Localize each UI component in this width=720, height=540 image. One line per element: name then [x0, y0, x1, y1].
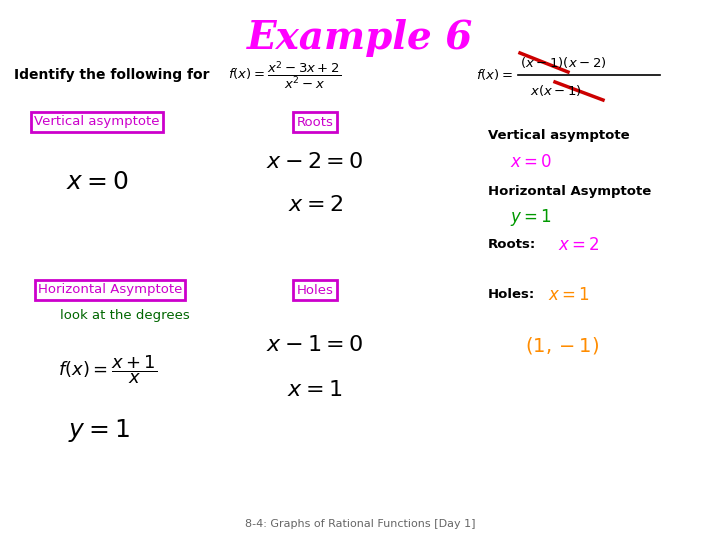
- Text: Horizontal Asymptote: Horizontal Asymptote: [488, 186, 652, 199]
- Text: $x(x-1)$: $x(x-1)$: [530, 83, 582, 98]
- Text: Identify the following for: Identify the following for: [14, 68, 210, 82]
- Text: 8-4: Graphs of Rational Functions [Day 1]: 8-4: Graphs of Rational Functions [Day 1…: [245, 519, 475, 529]
- Text: $y=1$: $y=1$: [510, 207, 552, 228]
- Text: Roots:: Roots:: [488, 239, 536, 252]
- Text: $x-1=0$: $x-1=0$: [266, 335, 364, 355]
- Text: Holes:: Holes:: [488, 288, 535, 301]
- Text: $y=1$: $y=1$: [68, 416, 130, 443]
- Text: Roots: Roots: [297, 116, 333, 129]
- Text: $x=2$: $x=2$: [558, 236, 600, 254]
- Text: Example 6: Example 6: [247, 19, 473, 57]
- Text: $x=0$: $x=0$: [510, 153, 552, 171]
- Text: $x=0$: $x=0$: [66, 170, 128, 194]
- Text: look at the degrees: look at the degrees: [60, 308, 190, 321]
- Text: $x=2$: $x=2$: [287, 195, 343, 215]
- Text: Vertical asymptote: Vertical asymptote: [35, 116, 160, 129]
- Text: $f(x)=$: $f(x)=$: [476, 68, 513, 83]
- Text: $(x-1)(x-2)$: $(x-1)(x-2)$: [520, 55, 606, 70]
- Text: $f(x)=\dfrac{x^2-3x+2}{x^2-x}$: $f(x)=\dfrac{x^2-3x+2}{x^2-x}$: [228, 59, 341, 91]
- Text: $x=1$: $x=1$: [548, 286, 590, 304]
- Text: $x=1$: $x=1$: [287, 380, 343, 400]
- Text: $f(x)=\dfrac{x+1}{x}$: $f(x)=\dfrac{x+1}{x}$: [58, 354, 158, 386]
- Text: $(1,-1)$: $(1,-1)$: [525, 334, 599, 355]
- Text: Vertical asymptote: Vertical asymptote: [488, 129, 629, 141]
- Text: $x-2=0$: $x-2=0$: [266, 152, 364, 172]
- Text: Horizontal Asymptote: Horizontal Asymptote: [38, 284, 182, 296]
- Text: Holes: Holes: [297, 284, 333, 296]
